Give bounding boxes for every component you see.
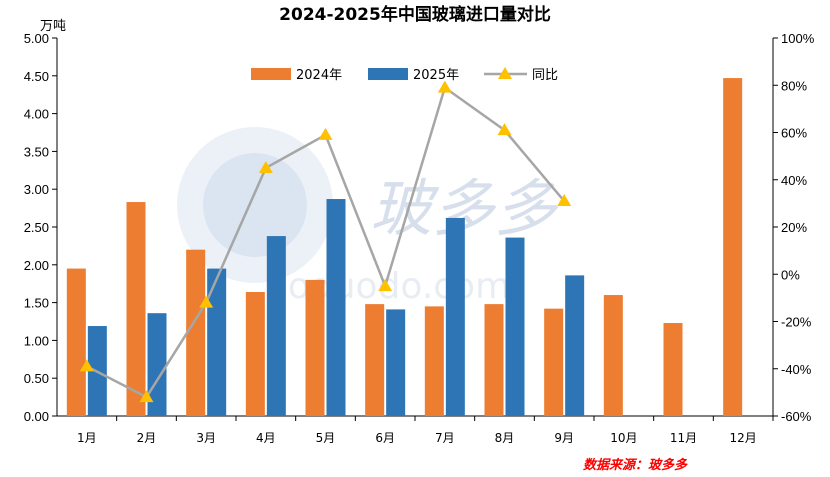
y-tick-label: 3.00 — [24, 182, 49, 197]
bar-2024年-3月 — [186, 249, 206, 416]
watermark: 玻多多 boduodo.com — [177, 127, 559, 307]
bar-2024年-2月 — [126, 202, 146, 416]
x-tick-label: 1月 — [77, 431, 97, 445]
legend-label-2025: 2025年 — [413, 68, 459, 83]
x-tick-label: 5月 — [316, 431, 336, 445]
y-tick-label: 0.50 — [24, 371, 49, 386]
legend-swatch-2024 — [251, 68, 291, 80]
source-note: 数据来源：玻多多 — [583, 457, 688, 473]
y-tick-label: 1.00 — [24, 333, 49, 348]
yoy-point — [79, 359, 94, 372]
y2-tick-label: 100% — [781, 31, 815, 46]
y2-tick-label: 60% — [781, 126, 807, 141]
y2-tick-label: 40% — [781, 173, 807, 188]
x-tick-label: 12月 — [730, 431, 757, 445]
bar-2025年-5月 — [326, 199, 346, 416]
bar-2024年-8月 — [484, 304, 504, 416]
y-axis-unit: 万吨 — [40, 19, 66, 34]
x-tick-label: 2月 — [137, 431, 157, 445]
legend-label-2024: 2024年 — [296, 68, 342, 83]
x-axis-ticks: 1月 2月 3月 4月 5月 6月 7月 8月 9月 10月 11月 12月 — [77, 416, 774, 445]
yoy-point — [258, 160, 273, 173]
bar-2024年-1月 — [66, 268, 86, 416]
bar-2025年-4月 — [266, 236, 286, 416]
yoy-point — [199, 295, 214, 308]
y-tick-label: 4.50 — [24, 69, 49, 84]
bar-2024年-4月 — [245, 292, 265, 416]
x-tick-label: 10月 — [610, 431, 637, 445]
x-tick-label: 3月 — [196, 431, 216, 445]
x-tick-label: 4月 — [256, 431, 276, 445]
y2-axis-ticks: -60% -40% -20% 0% 20% 40% 60% 80% 100% — [773, 31, 815, 424]
yoy-line-layer — [79, 80, 572, 403]
yoy-point — [437, 80, 452, 93]
bar-2024年-11月 — [663, 323, 683, 416]
bar-2024年-6月 — [365, 304, 385, 416]
yoy-point — [497, 123, 512, 136]
y-tick-label: 1.50 — [24, 296, 49, 311]
y2-tick-label: 20% — [781, 220, 807, 235]
watermark-logo-icon — [177, 127, 333, 283]
bar-2024年-9月 — [544, 308, 564, 416]
y-tick-label: 3.50 — [24, 144, 49, 159]
bar-2025年-9月 — [565, 275, 585, 416]
y2-tick-label: 80% — [781, 78, 807, 93]
y-tick-label: 0.00 — [24, 409, 49, 424]
legend: 2024年 2025年 同比 — [251, 67, 558, 83]
y-tick-label: 5.00 — [24, 31, 49, 46]
bar-2025年-3月 — [207, 268, 227, 416]
x-tick-label: 6月 — [375, 431, 395, 445]
y2-tick-label: -60% — [781, 409, 812, 424]
bar-2024年-7月 — [424, 306, 444, 416]
yoy-point — [139, 390, 154, 403]
legend-label-yoy: 同比 — [532, 68, 558, 83]
bar-2025年-8月 — [505, 237, 525, 416]
bar-2025年-7月 — [445, 217, 465, 416]
legend-swatch-2025 — [368, 68, 408, 80]
yoy-point — [378, 279, 393, 292]
y-tick-label: 4.00 — [24, 107, 49, 122]
y2-tick-label: 0% — [781, 267, 800, 282]
x-tick-label: 9月 — [554, 431, 574, 445]
bar-2024年-5月 — [305, 279, 325, 416]
bars-layer — [66, 78, 743, 417]
yoy-point — [557, 194, 572, 207]
y2-tick-label: -20% — [781, 315, 812, 330]
chart-title: 2024-2025年中国玻璃进口量对比 — [279, 4, 551, 25]
legend-marker-yoy — [498, 67, 512, 79]
bar-2024年-10月 — [603, 295, 623, 416]
y-tick-label: 2.00 — [24, 258, 49, 273]
watermark-logo-inner — [203, 153, 307, 257]
bar-2025年-6月 — [386, 309, 406, 416]
yoy-point — [318, 127, 333, 140]
x-tick-label: 11月 — [670, 431, 697, 445]
y2-tick-label: -40% — [781, 362, 812, 377]
bar-2024年-12月 — [723, 78, 743, 417]
y-tick-label: 2.50 — [24, 220, 49, 235]
x-tick-label: 7月 — [435, 431, 455, 445]
x-tick-label: 8月 — [495, 431, 515, 445]
y-axis-ticks: 0.00 0.50 1.00 1.50 2.00 2.50 3.00 3.50 4.00 4.50… — [24, 31, 57, 424]
